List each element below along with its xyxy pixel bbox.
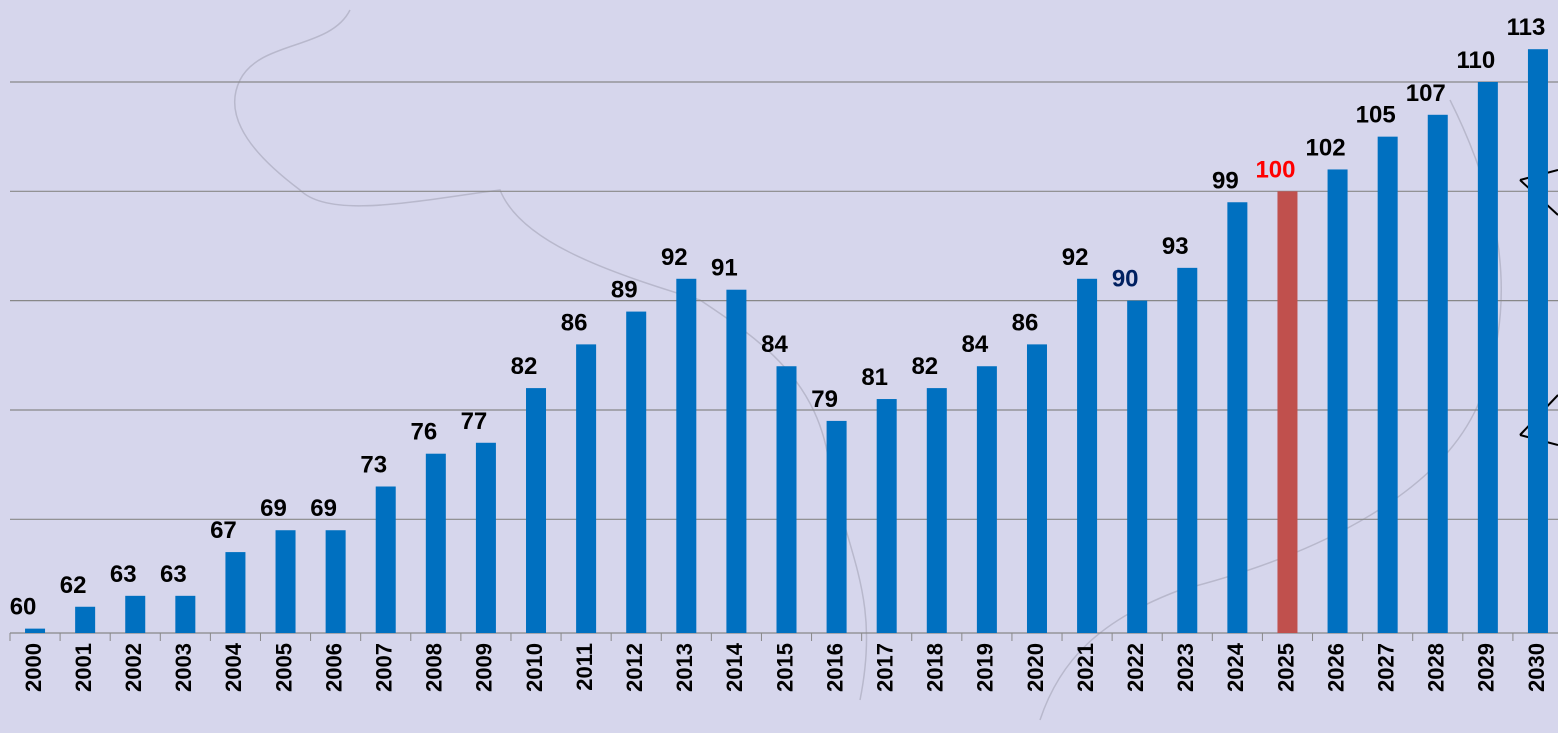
value-label: 92	[1062, 244, 1089, 271]
bar	[926, 388, 947, 633]
x-tick-label: 2014	[722, 642, 747, 692]
x-tick-label: 2010	[522, 643, 547, 692]
x-tick-label: 2005	[271, 643, 296, 692]
x-tick-label: 2021	[1073, 643, 1098, 692]
x-tick-label: 2009	[472, 643, 497, 692]
value-label: 63	[160, 561, 187, 588]
bar	[175, 595, 196, 633]
bar	[976, 366, 997, 633]
value-label: 82	[911, 353, 938, 380]
value-label: 81	[861, 364, 888, 391]
x-tick-label: 2026	[1323, 643, 1348, 692]
bar	[325, 530, 346, 633]
x-tick-label: 2017	[873, 643, 898, 692]
bar	[375, 486, 396, 633]
bar	[826, 420, 847, 633]
value-label: 100	[1255, 156, 1295, 183]
x-tick-label: 2003	[171, 643, 196, 692]
value-label: 77	[461, 408, 488, 435]
value-label: 60	[10, 594, 37, 621]
value-label: 62	[60, 572, 87, 599]
value-label: 69	[310, 495, 337, 522]
value-label: 105	[1356, 102, 1396, 129]
x-tick-label: 2008	[422, 643, 447, 692]
x-tick-label: 2022	[1123, 643, 1148, 692]
bar	[1527, 49, 1548, 633]
bar	[1427, 114, 1448, 634]
bar	[876, 399, 897, 633]
value-label: 110	[1456, 47, 1495, 74]
bar	[576, 344, 597, 633]
x-tick-label: 2001	[71, 643, 96, 692]
value-label: 67	[210, 517, 237, 544]
value-label: 93	[1162, 233, 1189, 260]
x-tick-label: 2012	[622, 643, 647, 692]
bar	[676, 278, 697, 633]
bar	[1277, 191, 1298, 634]
x-tick-label: 2002	[121, 643, 146, 692]
bar	[125, 595, 146, 633]
bar	[425, 453, 446, 633]
x-tick-label: 2016	[822, 643, 847, 692]
bar	[1127, 300, 1148, 633]
x-tick-label: 2015	[772, 643, 797, 692]
bar	[526, 388, 547, 633]
x-tick-label: 2020	[1023, 643, 1048, 692]
value-label: 76	[410, 419, 437, 446]
x-tick-label: 2004	[221, 642, 246, 692]
value-label: 91	[711, 255, 738, 282]
value-label: 73	[360, 452, 387, 479]
value-label: 92	[661, 244, 688, 271]
value-label: 69	[260, 495, 287, 522]
x-tick-label: 2018	[923, 643, 948, 692]
bar	[776, 366, 797, 633]
bar	[1477, 81, 1498, 634]
x-tick-label: 2024	[1223, 642, 1248, 692]
x-tick-label: 2023	[1173, 643, 1198, 692]
bar	[75, 606, 96, 633]
bar	[1026, 344, 1047, 633]
x-tick-label: 2029	[1474, 643, 1499, 692]
bar	[475, 442, 496, 633]
value-label: 63	[110, 561, 137, 588]
bar	[225, 552, 246, 633]
value-label: 79	[811, 386, 838, 413]
bar	[1077, 278, 1098, 633]
value-label: 89	[611, 277, 638, 304]
x-tick-label: 2030	[1524, 643, 1549, 692]
x-tick-label: 2007	[372, 643, 397, 692]
bar	[25, 628, 46, 633]
x-tick-label: 2013	[672, 643, 697, 692]
x-tick-label: 2011	[572, 643, 597, 691]
value-label: 82	[511, 353, 538, 380]
value-label: 99	[1212, 167, 1239, 194]
bar	[1227, 202, 1248, 633]
bar	[726, 289, 747, 633]
bar	[275, 530, 296, 633]
value-label: 86	[1012, 309, 1039, 336]
x-tick-label: 2019	[973, 643, 998, 692]
bar	[626, 311, 647, 633]
value-label: 107	[1406, 80, 1446, 107]
bar	[1327, 169, 1348, 633]
x-tick-label: 2028	[1424, 643, 1449, 692]
value-label: 90	[1112, 266, 1139, 293]
x-tick-label: 2006	[321, 643, 346, 692]
x-tick-label: 2000	[21, 643, 46, 692]
value-label: 84	[761, 331, 788, 358]
value-label: 102	[1306, 134, 1346, 161]
value-label: 84	[962, 331, 989, 358]
x-tick-label: 2025	[1273, 643, 1298, 692]
bar	[1177, 267, 1198, 633]
x-tick-label: 2027	[1373, 643, 1398, 692]
value-label: 113	[1507, 14, 1546, 41]
value-label: 86	[561, 309, 588, 336]
bar	[1377, 136, 1398, 634]
